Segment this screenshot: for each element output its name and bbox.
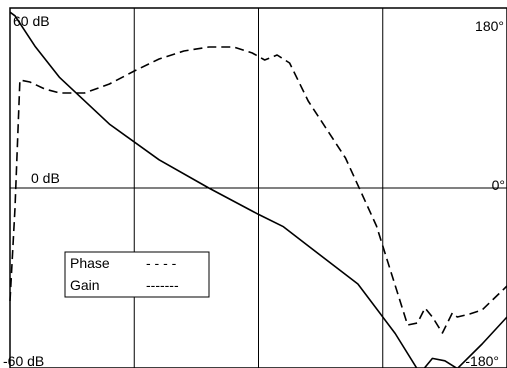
right-axis-zero-label: 0° bbox=[492, 177, 505, 193]
legend-gain-label: Gain bbox=[70, 277, 100, 293]
right-axis-bottom-label: -180° bbox=[465, 353, 499, 368]
grid-lines bbox=[10, 8, 507, 368]
left-axis-top-label: 60 dB bbox=[13, 13, 50, 29]
legend-box bbox=[64, 251, 210, 298]
legend-phase-sample: - - - - bbox=[146, 255, 177, 271]
legend: Phase - - - - Gain ------- bbox=[64, 251, 210, 298]
legend-phase-label: Phase bbox=[70, 255, 110, 271]
phase-series-line bbox=[9, 46, 507, 334]
right-axis-top-label: 180° bbox=[475, 18, 504, 34]
left-axis-zero-label: 0 dB bbox=[31, 170, 60, 186]
left-axis-bottom-label: -60 dB bbox=[3, 353, 44, 368]
series-lines bbox=[9, 11, 507, 368]
gain-series-line bbox=[9, 11, 507, 368]
legend-gain-sample: ------- bbox=[146, 277, 179, 293]
